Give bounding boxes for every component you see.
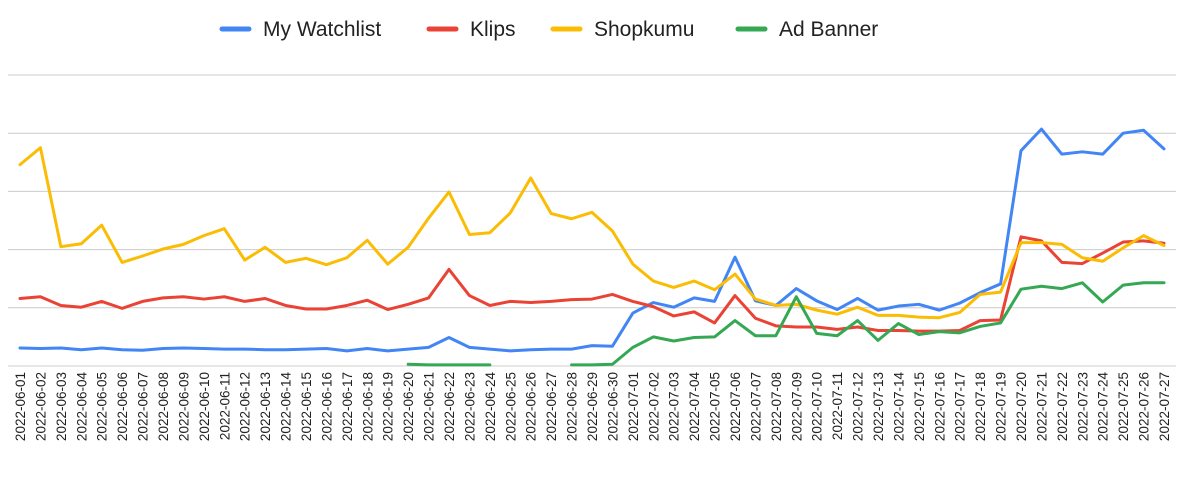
x-tick-label: 2022-07-03 xyxy=(667,372,682,441)
x-tick-label: 2022-07-09 xyxy=(789,372,804,441)
series-line-my-watchlist xyxy=(18,127,1166,353)
x-tick-label: 2022-07-18 xyxy=(973,372,988,441)
x-tick-label: 2022-06-20 xyxy=(401,372,416,441)
x-tick-label: 2022-07-23 xyxy=(1075,372,1090,441)
x-tick-label: 2022-07-21 xyxy=(1034,372,1049,441)
x-tick-label: 2022-06-15 xyxy=(299,372,314,441)
x-tick-label: 2022-06-18 xyxy=(360,372,375,441)
legend: My Watchlist Klips Shopkumu Ad Banner xyxy=(219,18,878,41)
x-tick-label: 2022-07-15 xyxy=(912,372,927,441)
series-klips xyxy=(18,235,1166,333)
gridlines xyxy=(8,74,1176,367)
x-tick-label: 2022-06-04 xyxy=(74,372,89,442)
legend-label: Klips xyxy=(470,18,516,41)
legend-item-my-watchlist: My Watchlist xyxy=(219,18,381,41)
x-tick-label: 2022-06-13 xyxy=(258,372,273,441)
x-tick-label: 2022-06-03 xyxy=(54,372,69,441)
x-tick-label: 2022-06-14 xyxy=(279,372,294,442)
x-tick-label: 2022-06-08 xyxy=(156,372,171,441)
legend-item-shopkumu: Shopkumu xyxy=(550,18,694,41)
x-tick-label: 2022-07-01 xyxy=(626,372,641,441)
x-tick-label: 2022-06-07 xyxy=(136,372,151,441)
x-tick-label: 2022-06-06 xyxy=(115,372,130,441)
x-tick-label: 2022-07-08 xyxy=(769,372,784,441)
x-tick-label: 2022-07-06 xyxy=(728,372,743,441)
x-tick-label: 2022-07-25 xyxy=(1116,372,1131,441)
x-tick-label: 2022-07-05 xyxy=(708,372,723,441)
x-tick-label: 2022-07-17 xyxy=(953,372,968,441)
legend-label: Ad Banner xyxy=(779,18,878,41)
series-my-watchlist xyxy=(18,127,1166,353)
x-tick-label: 2022-07-22 xyxy=(1055,372,1070,441)
x-tick-label: 2022-06-17 xyxy=(340,372,355,441)
x-tick-label: 2022-06-10 xyxy=(197,372,212,441)
x-tick-label: 2022-07-20 xyxy=(1014,372,1029,441)
x-tick-label: 2022-06-19 xyxy=(381,372,396,441)
x-tick-label: 2022-06-29 xyxy=(585,372,600,441)
x-tick-label: 2022-06-12 xyxy=(238,372,253,441)
series-line-ad-banner xyxy=(570,281,1166,367)
x-tick-label: 2022-07-11 xyxy=(830,372,845,440)
x-tick-label: 2022-06-05 xyxy=(95,372,110,441)
legend-label: My Watchlist xyxy=(263,18,381,41)
series-line-klips xyxy=(18,235,1166,333)
x-tick-label: 2022-06-22 xyxy=(442,372,457,441)
x-tick-label: 2022-06-25 xyxy=(503,372,518,441)
x-tick-label: 2022-07-24 xyxy=(1096,372,1111,442)
x-tick-label: 2022-06-23 xyxy=(462,372,477,441)
x-tick-label: 2022-07-16 xyxy=(932,372,947,441)
x-tick-label: 2022-06-26 xyxy=(524,372,539,441)
x-tick-label: 2022-07-02 xyxy=(646,372,661,441)
x-tick-label: 2022-07-14 xyxy=(891,372,906,442)
legend-item-ad-banner: Ad Banner xyxy=(735,18,878,41)
x-tick-label: 2022-06-02 xyxy=(33,372,48,441)
x-axis: 2022-06-01 2022-06-02 2022-06-03 2022-06-04… xyxy=(13,372,1172,442)
x-tick-label: 2022-06-01 xyxy=(13,372,28,441)
series-line-shopkumu xyxy=(18,146,1166,320)
x-tick-label: 2022-07-07 xyxy=(748,372,763,441)
series-ad-banner xyxy=(406,281,1166,367)
series-shopkumu xyxy=(18,146,1166,320)
x-tick-label: 2022-07-27 xyxy=(1157,372,1172,441)
x-tick-label: 2022-07-04 xyxy=(687,372,702,442)
x-tick-label: 2022-06-27 xyxy=(544,372,559,441)
x-tick-label: 2022-06-24 xyxy=(483,372,498,442)
x-tick-label: 2022-07-12 xyxy=(851,372,866,441)
x-tick-label: 2022-06-11 xyxy=(217,372,232,440)
x-tick-label: 2022-06-28 xyxy=(565,372,580,441)
legend-label: Shopkumu xyxy=(594,18,694,41)
series-lines xyxy=(18,127,1166,367)
series-line-ad-banner xyxy=(406,362,492,367)
x-tick-label: 2022-06-09 xyxy=(176,372,191,441)
x-tick-label: 2022-07-13 xyxy=(871,372,886,441)
x-tick-label: 2022-07-19 xyxy=(994,372,1009,441)
x-tick-label: 2022-07-10 xyxy=(810,372,825,441)
x-tick-label: 2022-06-30 xyxy=(605,372,620,441)
x-tick-label: 2022-06-21 xyxy=(422,372,437,441)
x-tick-label: 2022-07-26 xyxy=(1137,372,1152,441)
legend-item-klips: Klips xyxy=(426,18,516,41)
x-tick-label: 2022-06-16 xyxy=(319,372,334,441)
